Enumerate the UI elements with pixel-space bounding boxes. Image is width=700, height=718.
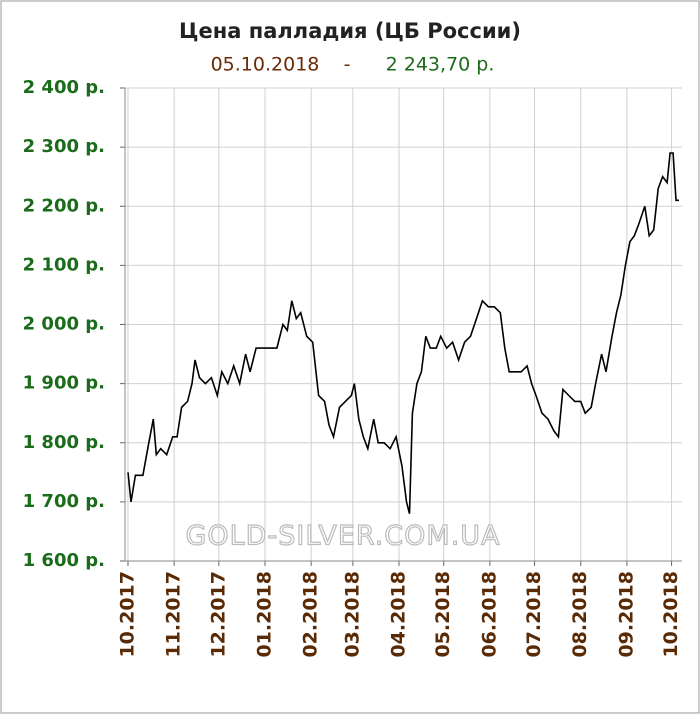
subtitle-price: 2 243,70 р. [386,54,495,76]
x-tick-label: 11.2017 [163,571,185,658]
grid [120,87,682,566]
price-line [127,152,679,514]
x-tick-label: 07.2018 [523,571,545,658]
subtitle-separator: - [344,54,351,76]
x-tick-label: 08.2018 [569,571,591,658]
subtitle-date: 05.10.2018 [211,54,320,76]
x-tick-label: 10.2018 [660,571,682,658]
x-tick-label: 01.2018 [253,571,275,658]
chart-title: Цена палладия (ЦБ России) [179,19,521,43]
x-tick-label: 06.2018 [478,571,500,658]
y-tick-label: 2 200 р. [23,195,105,216]
y-tick-label: 1 900 р. [23,373,105,394]
x-tick-label: 03.2018 [341,571,363,658]
y-tick-label: 1 700 р. [23,491,105,512]
watermark: GOLD-SILVER.COM.UA [185,521,500,552]
x-tick-label: 12.2017 [207,571,229,658]
x-tick-label: 05.2018 [432,571,454,658]
x-tick-label: 09.2018 [615,571,637,658]
x-tick-label: 04.2018 [388,571,410,658]
y-tick-label: 2 400 р. [23,77,105,98]
y-tick-label: 2 000 р. [23,314,105,335]
y-tick-label: 2 100 р. [23,254,105,275]
y-tick-label: 1 800 р. [23,432,105,453]
y-tick-label: 2 300 р. [23,136,105,157]
plot [127,152,679,514]
x-tick-label: 02.2018 [300,571,322,658]
y-tick-label: 1 600 р. [23,550,105,571]
x-tick-label: 10.2017 [116,571,138,658]
